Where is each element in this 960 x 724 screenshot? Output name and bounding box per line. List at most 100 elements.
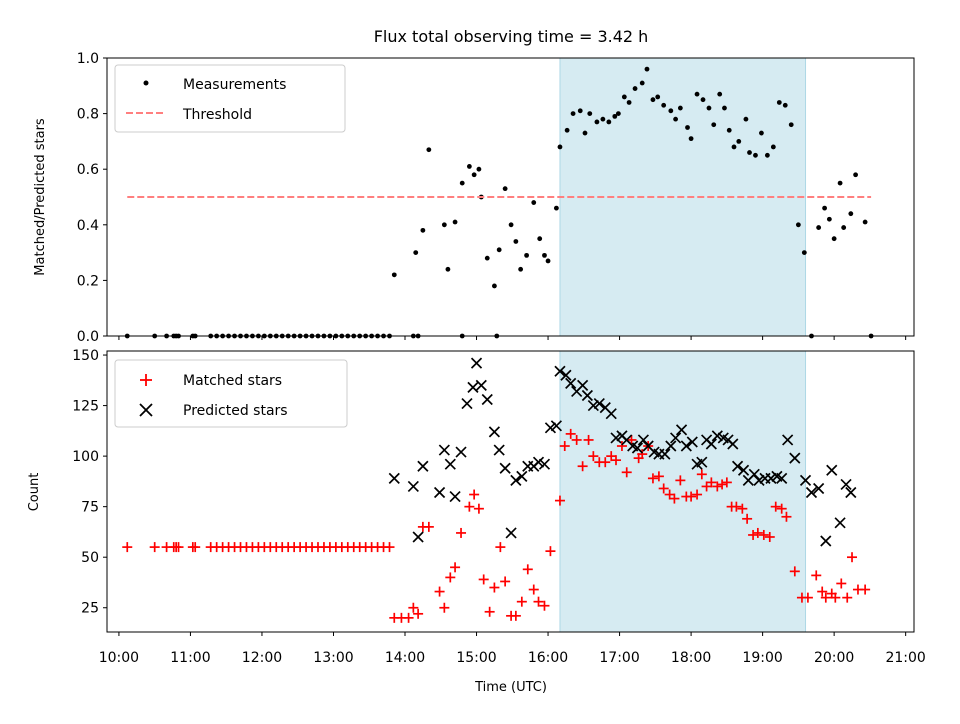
matched-stars-point (122, 542, 133, 553)
matched-stars-point (384, 542, 395, 553)
measurement-point (502, 186, 508, 192)
predicted-stars-point (538, 458, 551, 470)
top-panel: Flux total observing time = 3.42 h Match… (33, 27, 915, 345)
ytick-label: 0.0 (77, 329, 99, 345)
legend-matched-marker (140, 374, 152, 386)
predicted-stars-point (560, 369, 572, 381)
predicted-stars-point (505, 527, 517, 539)
predicted-stars-point (577, 379, 589, 391)
measurement-point (764, 152, 770, 158)
predicted-stars-point (748, 468, 760, 480)
bottom-legend-box (114, 359, 348, 428)
measurement-point (661, 102, 667, 108)
matched-stars-point (413, 608, 424, 619)
matched-stars-point (669, 493, 680, 504)
matched-stars-point (403, 612, 414, 623)
measurement-point (537, 236, 543, 242)
matched-stars-point (528, 584, 539, 595)
matched-stars-point (500, 576, 511, 587)
legend-measurements-label: Measurements (183, 77, 286, 93)
measurement-point (788, 122, 794, 128)
matched-stars-point (721, 477, 732, 488)
predicted-stars-point (845, 486, 857, 499)
matched-stars-point (434, 586, 445, 597)
legend-matched-label: Matched stars (183, 373, 282, 389)
measurement-point (391, 272, 397, 278)
xtick-label: 10:00 (99, 650, 139, 666)
measurement-point (459, 180, 465, 186)
measurement-point (743, 116, 749, 122)
matched-stars-point (764, 531, 775, 542)
top-plot-frame (106, 57, 915, 337)
matched-stars-point (510, 610, 521, 621)
predicted-stars-point (554, 365, 566, 377)
matched-stars-point (653, 471, 664, 482)
predicted-stars-point (705, 438, 717, 450)
matched-stars-point (748, 529, 759, 540)
legend-measurements-marker (143, 80, 149, 86)
predicted-stars-point (407, 480, 419, 493)
predicted-stars-point (488, 426, 501, 438)
measurement-point (471, 172, 477, 178)
matched-stars-point (610, 455, 621, 466)
bottom-xtick-group: 10:00 11:00 12:00 13:00 14:00 15:00 16:00 17:00… (99, 632, 926, 666)
measurement-point (426, 147, 432, 153)
predicted-stars-point (499, 462, 511, 474)
predicted-stars-point (388, 472, 400, 484)
measurement-point (621, 94, 627, 100)
measurement-point (582, 130, 588, 136)
predicted-stars-point (467, 381, 479, 393)
measurement-point (731, 144, 737, 150)
measurement-point (722, 105, 727, 111)
predicted-stars-point (665, 440, 677, 452)
predicted-stars-point (813, 482, 825, 495)
measurement-point (518, 266, 524, 272)
measurement-point (688, 136, 694, 142)
measurement-point (747, 150, 752, 155)
measurement-point (644, 66, 650, 72)
matched-stars-point (647, 473, 658, 484)
matched-stars-point (706, 477, 717, 488)
measurement-point (736, 139, 742, 144)
matched-stars-point (776, 503, 787, 514)
ytick-label: 0.2 (77, 273, 99, 289)
measurement-point (753, 152, 758, 158)
matched-stars-point (588, 451, 599, 462)
matched-stars-point (820, 592, 831, 603)
matched-stars-point (571, 434, 582, 445)
measurement-point (476, 166, 482, 172)
predicted-stars-point (820, 535, 832, 547)
xtick-label: 14:00 (385, 650, 425, 666)
measurement-point (706, 105, 712, 111)
matched-stars-point (456, 527, 467, 538)
top-xtick-group (118, 336, 907, 340)
ytick-label: 125 (72, 399, 99, 415)
xtick-label: 11:00 (170, 650, 210, 666)
bottom-marks (122, 357, 871, 623)
predicted-stars-point (593, 397, 605, 410)
matched-stars-point (658, 483, 669, 494)
xtick-label: 12:00 (242, 650, 282, 666)
predicted-stars-point (587, 399, 599, 412)
predicted-stars-point (805, 486, 818, 499)
xtick-label: 13:00 (313, 650, 353, 666)
predicted-stars-point (438, 444, 450, 456)
measurement-point (831, 236, 837, 242)
bottom-ylabel: Count (27, 473, 42, 512)
measurement-point (668, 108, 674, 114)
predicted-stars-point (765, 472, 777, 484)
predicted-stars-point (493, 444, 505, 456)
predicted-stars-point (789, 452, 801, 464)
xtick-label: 15:00 (456, 650, 496, 666)
matched-stars-point (408, 602, 419, 613)
measurement-point (570, 111, 576, 116)
matched-stars-point (190, 542, 201, 553)
predicted-stars-point (550, 420, 562, 432)
top-legend-box (114, 64, 346, 133)
matched-stars-point (692, 489, 703, 500)
matched-stars-point (577, 461, 588, 472)
matched-stars-point (626, 434, 637, 445)
measurement-point (508, 222, 514, 228)
predicted-stars-point (696, 456, 708, 468)
matched-stars-point (675, 475, 686, 486)
